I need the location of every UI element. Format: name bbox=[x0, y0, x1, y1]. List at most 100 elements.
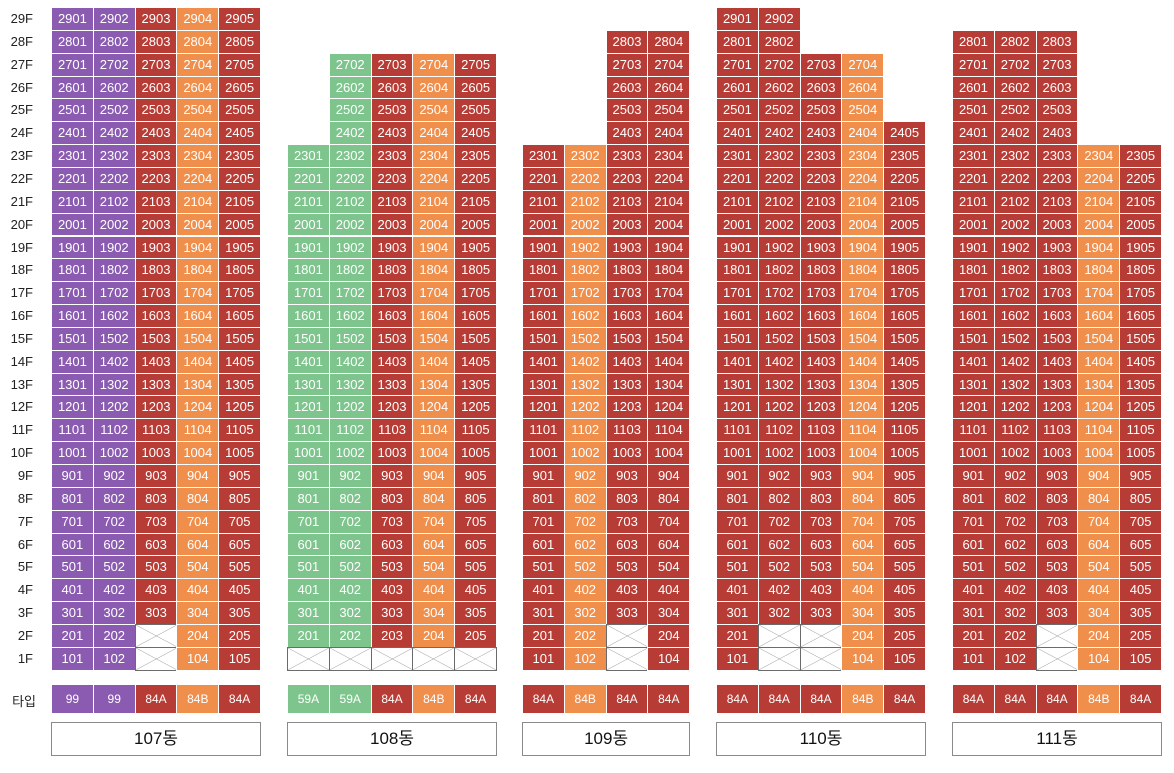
unit-cell: 1403 bbox=[370, 349, 414, 374]
unit-cell: 702 bbox=[563, 509, 607, 534]
unit-cell: 2004 bbox=[1077, 212, 1121, 237]
unit-cell: 2203 bbox=[605, 166, 649, 191]
unit-cell: 1102 bbox=[92, 418, 136, 443]
unit-cell: 1702 bbox=[92, 281, 136, 306]
type-cell: 84A bbox=[134, 684, 178, 714]
unit-cell: 905 bbox=[454, 464, 497, 488]
unit-cell: 1805 bbox=[883, 258, 926, 283]
unit-cell: 904 bbox=[1077, 464, 1121, 488]
unit-cell: 903 bbox=[605, 464, 649, 488]
unit-cell: 2203 bbox=[370, 166, 414, 191]
unit-cell: 505 bbox=[218, 555, 261, 580]
type-cell: 84B bbox=[412, 684, 456, 714]
unit-cell: 505 bbox=[883, 555, 926, 580]
unit-cell: 1301 bbox=[952, 372, 995, 397]
type-cell: 84A bbox=[522, 684, 565, 714]
unit-cell: 2802 bbox=[993, 29, 1037, 54]
unit-cell: 1701 bbox=[287, 281, 330, 306]
unit-cell: 2504 bbox=[841, 98, 885, 123]
type-cell: 84A bbox=[993, 684, 1037, 714]
unit-cell: 402 bbox=[92, 578, 136, 603]
unit-cell: 1102 bbox=[563, 418, 607, 443]
unit-cell: 201 bbox=[522, 623, 565, 648]
unit-cell: 2702 bbox=[328, 52, 372, 77]
unit-cell: 901 bbox=[51, 464, 94, 488]
unit-cell: 1005 bbox=[218, 441, 261, 465]
unit-cell: 905 bbox=[218, 464, 261, 488]
unit-cell: 601 bbox=[716, 532, 759, 557]
unit-cell: 305 bbox=[883, 601, 926, 625]
unit-cell: 2501 bbox=[716, 98, 759, 123]
unit-cell: 1401 bbox=[716, 349, 759, 374]
unit-cell: 902 bbox=[92, 464, 136, 488]
unit-cell: 704 bbox=[647, 509, 691, 534]
unit-cell: 402 bbox=[757, 578, 801, 603]
unit-cell: 2205 bbox=[454, 166, 497, 191]
unit-cell: 2703 bbox=[799, 52, 843, 77]
unit-cell: 2303 bbox=[134, 144, 178, 168]
unit-cell: 402 bbox=[563, 578, 607, 603]
unit-cell: 1305 bbox=[454, 372, 497, 397]
empty-unit-cell bbox=[287, 646, 330, 671]
unit-cell: 2705 bbox=[454, 52, 497, 77]
unit-cell: 1605 bbox=[454, 304, 497, 328]
unit-cell: 1201 bbox=[716, 395, 759, 420]
unit-cell: 301 bbox=[716, 601, 759, 625]
empty-unit-cell bbox=[328, 646, 372, 671]
unit-cell: 1501 bbox=[522, 326, 565, 351]
unit-cell: 1003 bbox=[605, 441, 649, 465]
unit-cell: 2603 bbox=[799, 75, 843, 100]
unit-cell: 704 bbox=[176, 509, 220, 534]
unit-cell: 2802 bbox=[92, 29, 136, 54]
unit-cell: 1702 bbox=[563, 281, 607, 306]
unit-cell: 2102 bbox=[757, 189, 801, 214]
unit-cell: 401 bbox=[51, 578, 94, 603]
unit-cell: 105 bbox=[883, 646, 926, 671]
unit-cell: 2005 bbox=[454, 212, 497, 237]
unit-cell: 703 bbox=[605, 509, 649, 534]
unit-cell: 1303 bbox=[1035, 372, 1079, 397]
unit-cell: 2804 bbox=[176, 29, 220, 54]
unit-cell: 1503 bbox=[134, 326, 178, 351]
unit-cell: 2005 bbox=[218, 212, 261, 237]
unit-cell: 204 bbox=[176, 623, 220, 648]
unit-cell: 604 bbox=[412, 532, 456, 557]
unit-cell: 1405 bbox=[1119, 349, 1162, 374]
unit-cell: 2601 bbox=[51, 75, 94, 100]
unit-cell: 2401 bbox=[716, 121, 759, 146]
unit-cell: 1105 bbox=[1119, 418, 1162, 443]
floor-label: 27F bbox=[10, 56, 33, 72]
unit-cell: 1003 bbox=[370, 441, 414, 465]
unit-cell: 2803 bbox=[134, 29, 178, 54]
unit-cell: 504 bbox=[176, 555, 220, 580]
unit-cell: 1904 bbox=[176, 235, 220, 260]
unit-cell: 1403 bbox=[134, 349, 178, 374]
unit-cell: 1105 bbox=[218, 418, 261, 443]
unit-cell: 2601 bbox=[716, 75, 759, 100]
unit-cell: 1005 bbox=[883, 441, 926, 465]
unit-cell: 201 bbox=[51, 623, 94, 648]
floor-label: 29F bbox=[10, 11, 33, 26]
unit-cell: 2201 bbox=[51, 166, 94, 191]
unit-cell: 303 bbox=[799, 601, 843, 625]
unit-cell: 1705 bbox=[218, 281, 261, 306]
unit-cell: 802 bbox=[92, 486, 136, 511]
floor-label: 15F bbox=[10, 330, 33, 346]
unit-cell: 203 bbox=[370, 623, 414, 648]
unit-cell: 2901 bbox=[716, 7, 759, 31]
floor-label: 22F bbox=[10, 170, 33, 186]
unit-cell: 2701 bbox=[716, 52, 759, 77]
unit-cell: 1203 bbox=[370, 395, 414, 420]
unit-cell: 2002 bbox=[92, 212, 136, 237]
unit-cell: 2801 bbox=[51, 29, 94, 54]
unit-cell: 2104 bbox=[412, 189, 456, 214]
unit-cell: 1001 bbox=[952, 441, 995, 465]
type-cell: 84B bbox=[1077, 684, 1121, 714]
unit-cell: 1505 bbox=[883, 326, 926, 351]
unit-cell: 2004 bbox=[412, 212, 456, 237]
unit-cell: 2202 bbox=[563, 166, 607, 191]
unit-cell: 503 bbox=[134, 555, 178, 580]
unit-cell: 1904 bbox=[412, 235, 456, 260]
unit-cell: 1901 bbox=[522, 235, 565, 260]
unit-cell: 2305 bbox=[454, 144, 497, 168]
